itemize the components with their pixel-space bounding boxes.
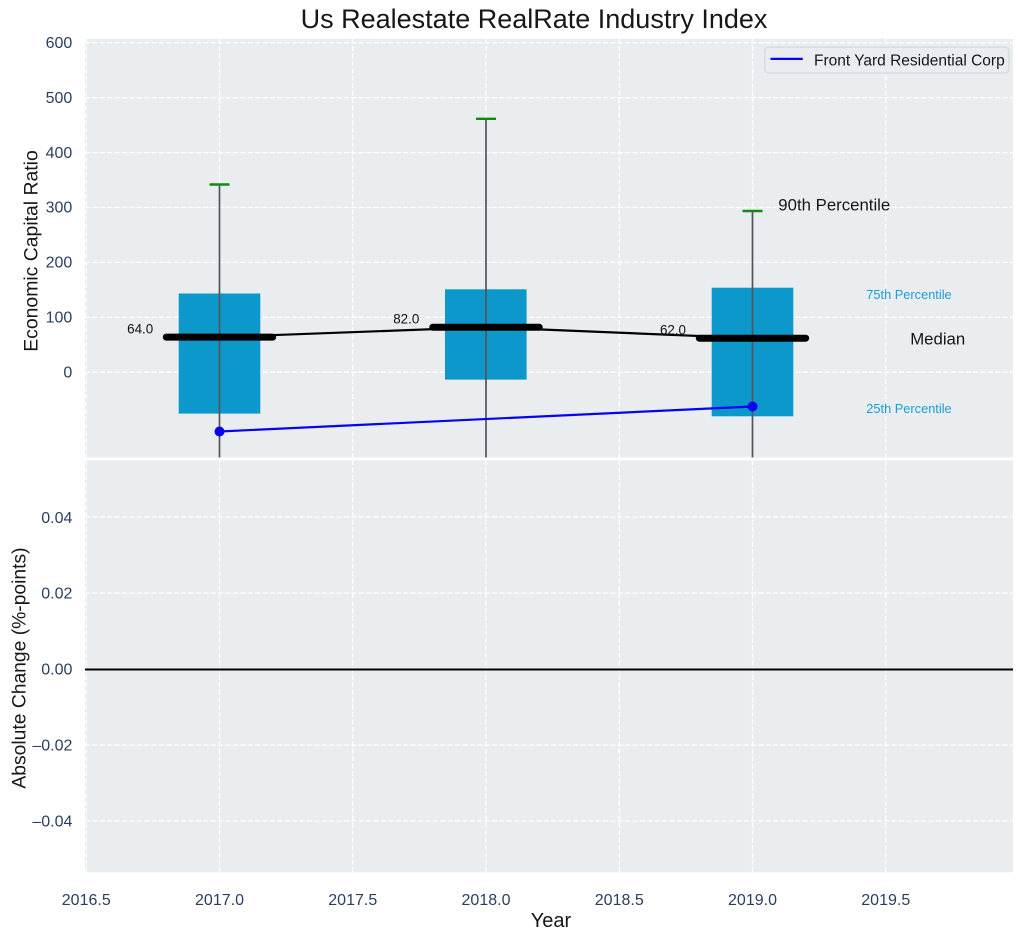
svg-text:0.02: 0.02 — [41, 586, 72, 603]
svg-text:2016.5: 2016.5 — [62, 892, 111, 909]
svg-text:75th Percentile: 75th Percentile — [866, 287, 951, 302]
svg-text:500: 500 — [46, 90, 73, 107]
svg-text:0.00: 0.00 — [41, 662, 72, 679]
svg-text:Year: Year — [531, 910, 572, 932]
svg-text:2019.5: 2019.5 — [861, 892, 910, 909]
svg-text:64.0: 64.0 — [127, 321, 153, 336]
svg-text:82.0: 82.0 — [393, 312, 419, 327]
svg-text:0: 0 — [63, 364, 72, 381]
svg-text:Median: Median — [910, 330, 965, 349]
svg-text:Economic Capital Ratio: Economic Capital Ratio — [21, 150, 43, 352]
svg-text:90th Percentile: 90th Percentile — [778, 195, 890, 214]
svg-text:600: 600 — [46, 35, 73, 52]
svg-text:Absolute Change (%-points): Absolute Change (%-points) — [10, 547, 31, 788]
svg-text:25th Percentile: 25th Percentile — [866, 401, 951, 416]
svg-text:–0.04: –0.04 — [32, 814, 72, 831]
svg-text:400: 400 — [46, 145, 73, 162]
svg-text:2018.0: 2018.0 — [462, 892, 511, 909]
svg-text:100: 100 — [46, 310, 73, 327]
svg-text:200: 200 — [46, 255, 73, 272]
svg-text:Front Yard Residential Corp: Front Yard Residential Corp — [814, 52, 1005, 69]
svg-text:2017.0: 2017.0 — [195, 892, 244, 909]
svg-text:2019.0: 2019.0 — [728, 892, 777, 909]
svg-text:0.04: 0.04 — [41, 510, 72, 527]
svg-text:–0.02: –0.02 — [32, 738, 72, 755]
svg-text:2017.5: 2017.5 — [328, 892, 377, 909]
svg-text:300: 300 — [46, 200, 73, 217]
svg-text:62.0: 62.0 — [660, 323, 686, 338]
svg-text:Us Realestate RealRate Industr: Us Realestate RealRate Industry Index — [301, 4, 768, 34]
svg-text:2018.5: 2018.5 — [595, 892, 644, 909]
